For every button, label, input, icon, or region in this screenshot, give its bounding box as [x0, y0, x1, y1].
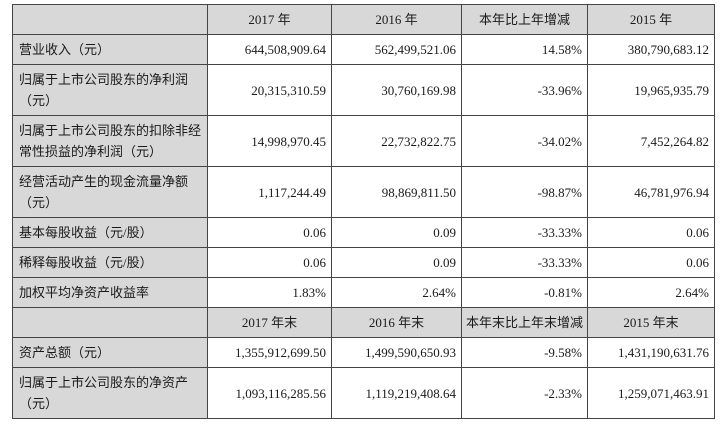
table-row: 归属于上市公司股东的净资产（元） 1,093,116,285.56 1,119,21…	[12, 367, 715, 419]
value-cell: 562,499,521.06	[331, 34, 462, 65]
value-cell: 14,998,970.45	[207, 115, 332, 167]
value-cell: 1,117,244.49	[207, 166, 332, 218]
value-cell: 1.83%	[207, 277, 332, 308]
value-cell: 46,781,976.94	[587, 166, 715, 218]
row-label: 稀释每股收益（元/股）	[12, 247, 208, 278]
financial-summary-table: 2017 年 2016 年本年比上年增减 2015 年营业收入（元） 644,508,…	[12, 4, 715, 419]
value-cell: 22,732,822.75	[331, 115, 462, 167]
value-cell: 0.06	[587, 217, 715, 248]
table-row: 加权平均净资产收益率 1.83% 2.64% -0.81% 2.64%	[12, 277, 715, 308]
value-cell: -0.81%	[461, 277, 588, 308]
table-row: 经营活动产生的现金流量净额（元） 1,117,244.49 98,869,811.5…	[12, 166, 715, 218]
value-cell: -33.96%	[461, 64, 588, 116]
table-row: 稀释每股收益（元/股） 0.06 0.09 -33.33% 0.06	[12, 247, 715, 278]
column-header: 2016 年	[331, 4, 462, 35]
column-header: 本年末比上年末增减	[461, 307, 588, 338]
row-label: 经营活动产生的现金流量净额（元）	[12, 166, 208, 218]
table-row: 归属于上市公司股东的净利润（元） 20,315,310.59 30,760,169.…	[12, 64, 715, 116]
table-row: 营业收入（元） 644,508,909.64 562,499,521.06 14.58…	[12, 34, 715, 65]
row-label: 基本每股收益（元/股）	[12, 217, 208, 248]
value-cell: 0.09	[331, 247, 462, 278]
value-cell: -2.33%	[461, 367, 588, 419]
value-cell: 30,760,169.98	[331, 64, 462, 116]
value-cell: 7,452,264.82	[587, 115, 715, 167]
value-cell: 20,315,310.59	[207, 64, 332, 116]
value-cell: 98,869,811.50	[331, 166, 462, 218]
value-cell: -34.02%	[461, 115, 588, 167]
row-label: 加权平均净资产收益率	[12, 277, 208, 308]
corner-cell	[12, 307, 208, 338]
corner-cell	[12, 4, 208, 35]
value-cell: 0.06	[207, 247, 332, 278]
value-cell: -9.58%	[461, 337, 588, 368]
header-row: 2017 年 2016 年本年比上年增减 2015 年	[12, 4, 715, 35]
column-header: 2015 年	[587, 4, 715, 35]
value-cell: 1,119,219,408.64	[331, 367, 462, 419]
row-label: 归属于上市公司股东的扣除非经常性损益的净利润（元）	[12, 115, 208, 167]
value-cell: 2.64%	[587, 277, 715, 308]
table-row: 基本每股收益（元/股） 0.06 0.09 -33.33% 0.06	[12, 217, 715, 248]
table-row: 资产总额（元） 1,355,912,699.50 1,499,590,650.93-…	[12, 337, 715, 368]
row-label: 营业收入（元）	[12, 34, 208, 65]
value-cell: 0.06	[207, 217, 332, 248]
table-row: 归属于上市公司股东的扣除非经常性损益的净利润（元） 14,998,970.45 22…	[12, 115, 715, 167]
header-row: 2017 年末 2016 年末 本年末比上年末增减 2015 年末	[12, 307, 715, 338]
column-header: 本年比上年增减	[461, 4, 588, 35]
row-label: 归属于上市公司股东的净利润（元）	[12, 64, 208, 116]
value-cell: -33.33%	[461, 247, 588, 278]
value-cell: 19,965,935.79	[587, 64, 715, 116]
value-cell: -98.87%	[461, 166, 588, 218]
value-cell: 1,093,116,285.56	[207, 367, 332, 419]
value-cell: 0.09	[331, 217, 462, 248]
value-cell: -33.33%	[461, 217, 588, 248]
column-header: 2015 年末	[587, 307, 715, 338]
column-header: 2017 年末	[207, 307, 332, 338]
value-cell: 0.06	[587, 247, 715, 278]
value-cell: 2.64%	[331, 277, 462, 308]
value-cell: 380,790,683.12	[587, 34, 715, 65]
column-header: 2016 年末	[331, 307, 462, 338]
value-cell: 1,499,590,650.93	[331, 337, 462, 368]
value-cell: 14.58%	[461, 34, 588, 65]
column-header: 2017 年	[207, 4, 332, 35]
value-cell: 644,508,909.64	[207, 34, 332, 65]
row-label: 归属于上市公司股东的净资产（元）	[12, 367, 208, 419]
value-cell: 1,431,190,631.76	[587, 337, 715, 368]
row-label: 资产总额（元）	[12, 337, 208, 368]
financial-table-body: 2017 年 2016 年本年比上年增减 2015 年营业收入（元） 644,508,…	[12, 4, 715, 419]
value-cell: 1,355,912,699.50	[207, 337, 332, 368]
value-cell: 1,259,071,463.91	[587, 367, 715, 419]
